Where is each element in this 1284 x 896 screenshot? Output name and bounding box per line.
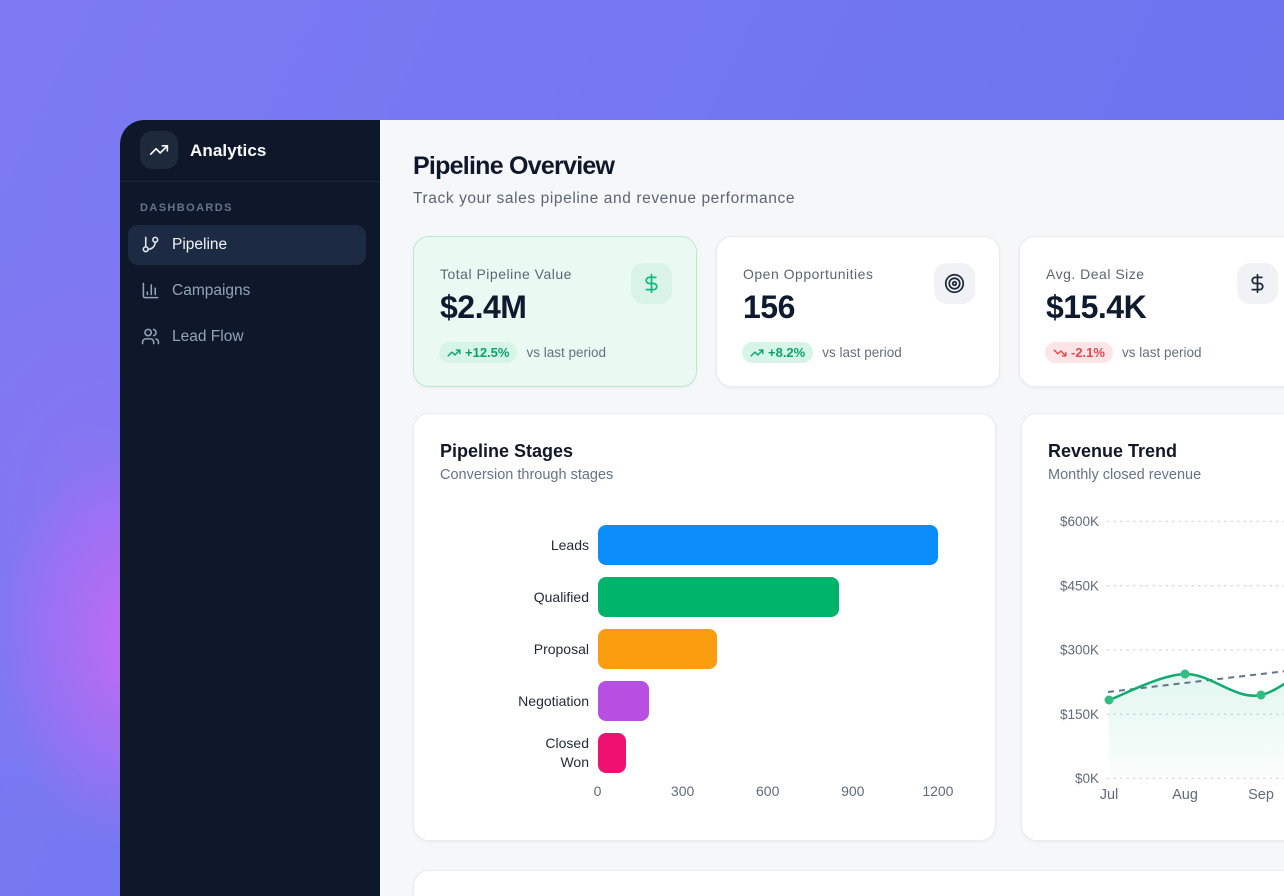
svg-text:Sep: Sep [1248,787,1274,803]
svg-text:$300K: $300K [1060,643,1099,658]
svg-text:Jul: Jul [1100,787,1119,803]
svg-text:Aug: Aug [1172,787,1198,803]
svg-text:$150K: $150K [1060,707,1099,722]
svg-text:$600K: $600K [1060,514,1099,529]
svg-text:$0K: $0K [1075,771,1099,786]
svg-text:$450K: $450K [1060,578,1099,593]
